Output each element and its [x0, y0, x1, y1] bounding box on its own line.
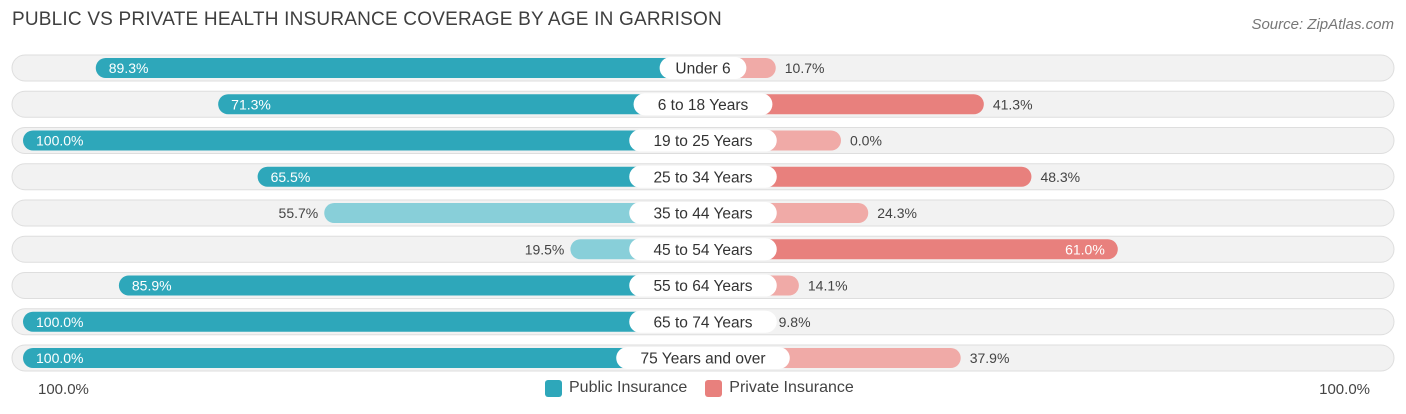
value-label-public: 19.5%: [525, 241, 565, 257]
value-label-public: 100.0%: [36, 314, 83, 330]
bar-public: [257, 166, 703, 187]
chart-title: PUBLIC VS PRIVATE HEALTH INSURANCE COVER…: [12, 9, 722, 30]
chart-row: 25 to 34 Years 65.5% 48.3%: [11, 163, 1395, 191]
category-label-bg: [616, 347, 790, 369]
legend: Public Insurance Private Insurance: [545, 379, 854, 397]
legend-label-private: Private Insurance: [729, 379, 854, 396]
category-label-bg: [629, 165, 777, 188]
chart-row: Under 6 89.3% 10.7%: [11, 54, 1395, 82]
category-label: 45 to 54 Years: [653, 242, 752, 259]
value-label-private: 61.0%: [1065, 241, 1105, 257]
category-label-bg: [659, 57, 747, 79]
value-label-private: 0.0%: [850, 133, 882, 149]
value-label-public: 65.5%: [271, 169, 311, 185]
value-label-private: 48.3%: [1040, 169, 1080, 185]
bar-private: [703, 166, 1032, 187]
legend-item-public: Public Insurance: [545, 379, 687, 397]
legend-item-private: Private Insurance: [705, 379, 854, 397]
bar-public: [23, 311, 703, 332]
legend-swatch-private: [705, 379, 723, 397]
value-label-private: 41.3%: [993, 96, 1033, 112]
chart-row: 65 to 74 Years 100.0% 9.8%: [11, 308, 1395, 336]
bar-public: [23, 130, 703, 151]
value-label-public: 100.0%: [36, 133, 83, 149]
category-label: 25 to 34 Years: [653, 169, 752, 186]
chart-footer: 100.0% Public Insurance Private Insuranc…: [0, 379, 1406, 403]
category-label-bg: [629, 202, 777, 224]
value-label-public: 85.9%: [132, 278, 172, 294]
value-label-public: 55.7%: [279, 205, 319, 221]
category-label-bg: [629, 274, 777, 297]
category-label: 6 to 18 Years: [658, 97, 749, 114]
bar-public: [95, 58, 703, 78]
legend-label-public: Public Insurance: [569, 379, 688, 396]
category-label: 75 Years and over: [641, 351, 766, 368]
value-label-private: 24.3%: [877, 205, 917, 221]
value-label-public: 89.3%: [109, 60, 149, 76]
category-label: 35 to 44 Years: [653, 206, 752, 223]
chart-row: 75 Years and over 100.0% 37.9%: [11, 344, 1395, 372]
category-label-bg: [629, 310, 777, 333]
chart-row: 45 to 54 Years 19.5% 61.0%: [11, 235, 1395, 263]
value-label-public: 100.0%: [36, 350, 83, 366]
category-label: 55 to 64 Years: [653, 278, 752, 295]
value-label-private: 10.7%: [785, 60, 825, 76]
chart-canvas: Under 6 89.3% 10.7% 6 to 18 Years 71.3% 41.3%…: [11, 54, 1395, 372]
bar-public: [118, 275, 703, 296]
chart-row: 35 to 44 Years 55.7% 24.3%: [11, 199, 1395, 227]
axis-left-label: 100.0%: [38, 381, 89, 398]
value-label-private: 14.1%: [808, 278, 848, 294]
chart-row: 55 to 64 Years 85.9% 14.1%: [11, 272, 1395, 299]
category-label: 65 to 74 Years: [653, 314, 752, 331]
category-label-bg: [629, 238, 777, 261]
bar-public: [23, 348, 703, 368]
bar-private: [703, 94, 984, 115]
chart-row: 6 to 18 Years 71.3% 41.3%: [11, 90, 1395, 118]
value-label-public: 71.3%: [231, 96, 271, 112]
bar-public: [218, 94, 703, 115]
axis-right-label: 100.0%: [1319, 381, 1370, 398]
source-note: Source: ZipAtlas.com: [1251, 16, 1394, 33]
value-label-private: 9.8%: [779, 314, 811, 330]
bar-public: [324, 203, 703, 223]
category-label-bg: [629, 129, 777, 152]
category-label-bg: [633, 93, 773, 116]
value-label-private: 37.9%: [970, 350, 1010, 366]
legend-swatch-public: [545, 379, 562, 397]
chart-row: 19 to 25 Years 100.0% 0.0%: [11, 127, 1395, 154]
category-label: Under 6: [675, 61, 730, 78]
bar-private: [703, 239, 1118, 260]
category-label: 19 to 25 Years: [653, 133, 752, 150]
